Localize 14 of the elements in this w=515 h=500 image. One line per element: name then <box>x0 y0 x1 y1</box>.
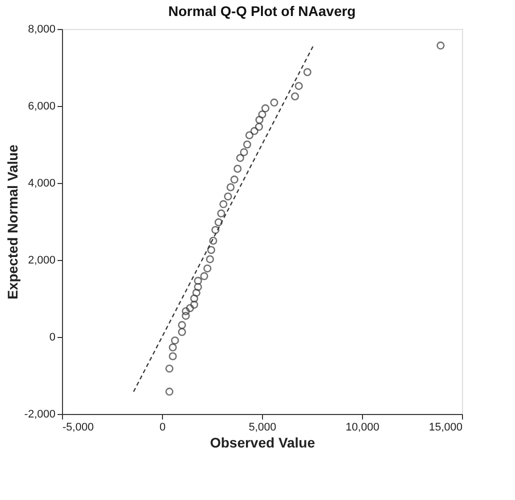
y-tick-label: 6,000 <box>28 100 56 112</box>
y-tick-label: -2,000 <box>24 408 56 420</box>
x-tick-label: 5,000 <box>248 422 276 434</box>
x-tick-label: 0 <box>159 422 166 434</box>
y-tick-label: 2,000 <box>28 254 56 266</box>
x-tick-label: 15,000 <box>428 422 462 434</box>
y-axis-title: Expected Normal Value <box>4 144 20 300</box>
x-tick-label: -5,000 <box>62 422 94 434</box>
x-tick-label: 10,000 <box>346 422 380 434</box>
x-axis-title: Observed Value <box>210 434 316 450</box>
y-tick-label: 8,000 <box>28 24 56 36</box>
y-tick-label: 4,000 <box>28 178 56 190</box>
chart-title: Normal Q-Q Plot of NAaverg <box>168 3 356 19</box>
y-tick-label: 0 <box>49 332 56 344</box>
